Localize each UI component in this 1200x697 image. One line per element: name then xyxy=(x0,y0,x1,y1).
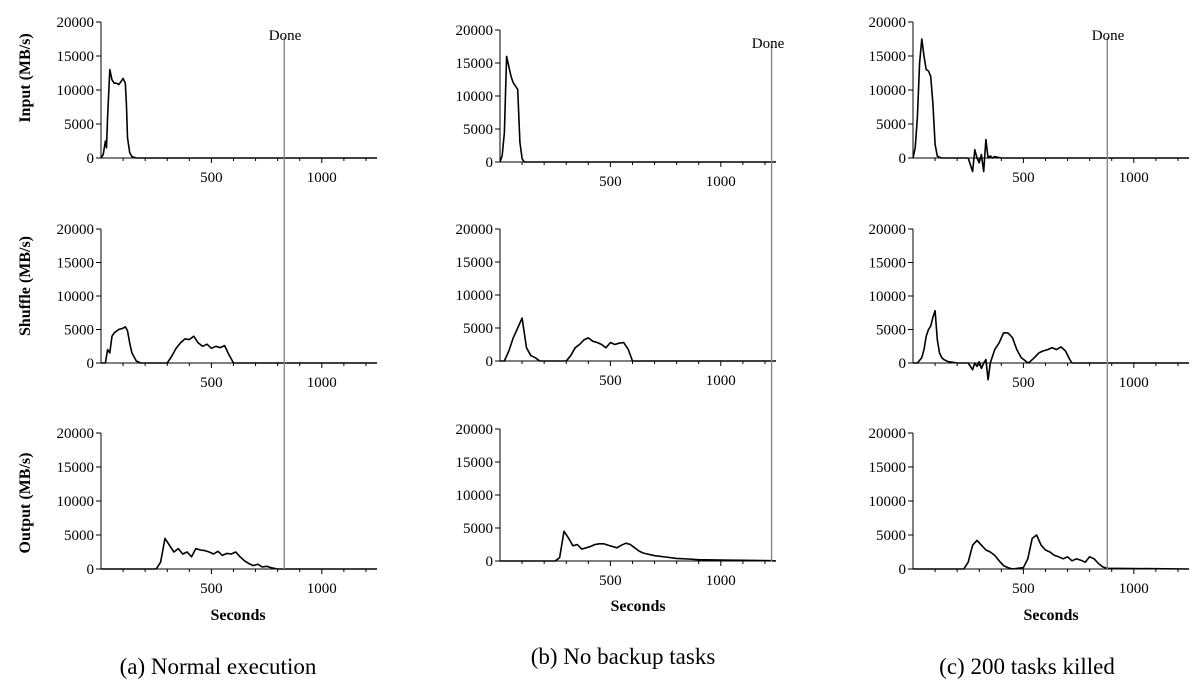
y-tick-label: 15000 xyxy=(869,49,907,65)
y-tick-label: 10000 xyxy=(57,289,95,305)
y-tick-label: 15000 xyxy=(869,460,907,476)
y-tick-label: 5000 xyxy=(64,117,94,133)
y-tick-label: 5000 xyxy=(876,528,906,544)
xlabel-b: Seconds xyxy=(610,598,665,615)
panel-output-b: 0 5000 10000 15000 20000 500 1000 xyxy=(456,422,777,589)
caption-b: (b) No backup tasks xyxy=(531,644,716,669)
x-tick-label: 500 xyxy=(599,573,622,589)
series-line-shuffle-a xyxy=(101,325,377,364)
y-tick-label: 10000 xyxy=(869,83,907,99)
y-tick-label: 0 xyxy=(87,356,95,372)
x-tick-label: 500 xyxy=(599,373,622,389)
caption-c: (c) 200 tasks killed xyxy=(939,654,1115,679)
y-tick-label: 5000 xyxy=(876,117,906,133)
x-tick-label: 500 xyxy=(1012,581,1035,597)
x-tick-label: 500 xyxy=(200,170,223,186)
caption-a: (a) Normal execution xyxy=(120,654,317,679)
y-tick-label: 15000 xyxy=(57,460,95,476)
xlabel-a: Seconds xyxy=(210,607,265,624)
series-line-input-a xyxy=(100,68,377,159)
x-tick-label: 500 xyxy=(1012,170,1035,186)
row-ylabel-output: Output (MB/s) xyxy=(17,453,34,554)
y-tick-label: 0 xyxy=(486,554,494,570)
panel-shuffle-a: 0 5000 10000 15000 20000 500 1000 xyxy=(57,222,377,391)
y-tick-label: 20000 xyxy=(57,15,95,31)
series-line-output-c xyxy=(913,534,1190,570)
x-tick-label: 1000 xyxy=(1119,581,1149,597)
x-tick-label: 1000 xyxy=(1119,170,1149,186)
panel-input-a: 0 5000 10000 15000 20000 500 1000 xyxy=(57,15,377,186)
y-tick-label: 0 xyxy=(899,356,907,372)
x-tick-label: 1000 xyxy=(307,375,337,391)
y-tick-label: 0 xyxy=(486,155,494,171)
panel-input-c: 0 5000 10000 15000 20000 500 1000 xyxy=(869,15,1189,186)
done-label-b: Done xyxy=(752,36,785,52)
y-tick-label: 20000 xyxy=(456,422,494,438)
y-tick-label: 0 xyxy=(87,151,95,167)
series-line-output-b xyxy=(500,530,777,562)
done-markers xyxy=(283,37,1109,569)
y-tick-label: 0 xyxy=(899,562,907,578)
x-tick-label: 1000 xyxy=(307,170,337,186)
y-tick-label: 10000 xyxy=(57,494,95,510)
series-line-output-a xyxy=(101,537,377,570)
x-tick-label: 500 xyxy=(200,581,223,597)
x-tick-label: 1000 xyxy=(307,581,337,597)
panel-shuffle-b: 0 5000 10000 15000 20000 500 1000 xyxy=(456,222,776,389)
y-tick-label: 20000 xyxy=(456,23,494,39)
x-tick-label: 1000 xyxy=(706,174,736,190)
y-tick-label: 20000 xyxy=(869,222,907,238)
y-tick-label: 15000 xyxy=(456,56,494,72)
done-label-c: Done xyxy=(1092,28,1125,44)
y-tick-label: 20000 xyxy=(869,15,907,31)
series-line-shuffle-b xyxy=(500,317,776,362)
y-tick-label: 10000 xyxy=(456,488,494,504)
y-tick-label: 20000 xyxy=(456,222,494,238)
y-tick-label: 20000 xyxy=(57,426,95,442)
x-tick-label: 500 xyxy=(1012,375,1035,391)
panel-output-c: 0 5000 10000 15000 20000 500 1000 xyxy=(869,426,1190,597)
x-tick-label: 1000 xyxy=(1119,375,1149,391)
y-tick-label: 5000 xyxy=(64,528,94,544)
y-tick-label: 10000 xyxy=(456,89,494,105)
series-line-input-c xyxy=(912,38,1189,173)
x-tick-label: 500 xyxy=(599,174,622,190)
xlabel-c: Seconds xyxy=(1023,607,1078,624)
y-tick-label: 20000 xyxy=(57,222,95,238)
y-tick-label: 0 xyxy=(486,354,494,370)
y-tick-label: 15000 xyxy=(869,256,907,272)
y-tick-label: 5000 xyxy=(463,122,493,138)
series-line-shuffle-c xyxy=(913,309,1189,381)
y-tick-label: 15000 xyxy=(456,255,494,271)
panel-shuffle-c: 0 5000 10000 15000 20000 500 1000 xyxy=(869,222,1189,391)
y-tick-label: 15000 xyxy=(57,256,95,272)
row-ylabel-input: Input (MB/s) xyxy=(17,33,34,122)
x-tick-label: 1000 xyxy=(706,573,736,589)
y-tick-label: 20000 xyxy=(869,426,907,442)
y-tick-label: 5000 xyxy=(463,521,493,537)
y-tick-label: 5000 xyxy=(876,323,906,339)
y-tick-label: 5000 xyxy=(64,323,94,339)
y-tick-label: 15000 xyxy=(57,49,95,65)
y-tick-label: 10000 xyxy=(869,289,907,305)
y-tick-label: 10000 xyxy=(57,83,95,99)
y-tick-label: 5000 xyxy=(463,321,493,337)
y-tick-label: 0 xyxy=(899,151,907,167)
panel-output-a: 0 5000 10000 15000 20000 500 1000 xyxy=(57,426,377,597)
y-tick-label: 10000 xyxy=(869,494,907,510)
y-tick-label: 0 xyxy=(87,562,95,578)
x-tick-label: 500 xyxy=(200,375,223,391)
x-tick-label: 1000 xyxy=(706,373,736,389)
row-ylabel-shuffle: Shuffle (MB/s) xyxy=(17,236,34,336)
y-tick-label: 15000 xyxy=(456,455,494,471)
series-line-input-b xyxy=(499,55,776,163)
done-label-a: Done xyxy=(269,28,302,44)
y-tick-label: 10000 xyxy=(456,288,494,304)
panel-input-b: 0 5000 10000 15000 20000 500 1000 xyxy=(456,23,776,190)
